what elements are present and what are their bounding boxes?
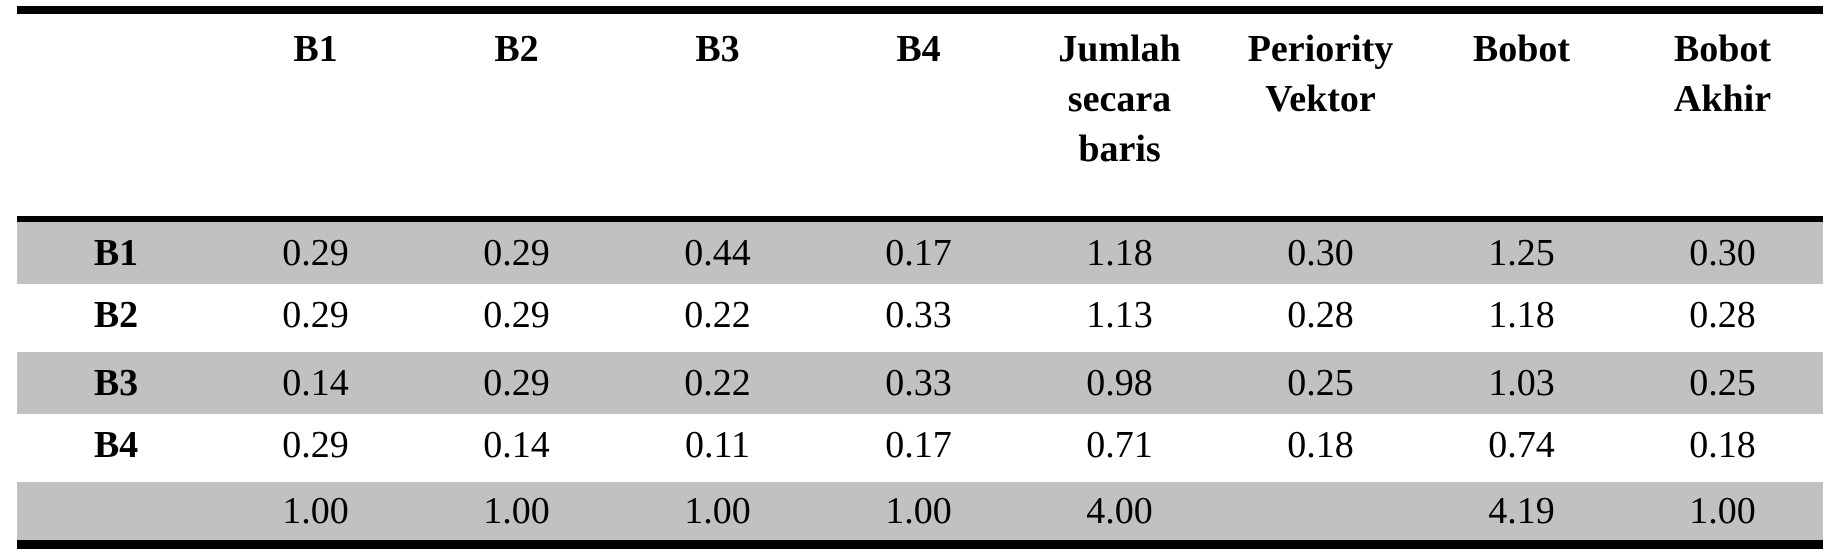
value-cell: 0.17 [885,424,952,467]
row-header: B3 [17,346,215,414]
value-cell: 1.00 [1622,476,1823,544]
header-row: B1 B2 B3 B4 Jumlah secara baris Periority Vek… [17,10,1823,222]
table-row: B3 0.14 0.29 0.22 0.33 0.98 0.25 1.03 0.25 [17,346,1823,414]
value-cell: 0.30 [1287,232,1354,274]
value-cell: 0.30 [1689,232,1756,274]
value-cell: 0.14 [215,346,416,414]
value-cell: 0.44 [684,232,751,274]
value-cell: 1.00 [416,476,617,544]
row-header: B2 [93,294,139,337]
value-cell: 1.00 [818,476,1019,544]
row-header: B4 [93,424,139,467]
corner-header-cell [17,10,215,222]
value-cell: 1.00 [617,476,818,544]
column-header: Bobot Akhir [1622,10,1823,222]
column-header: Jumlah secara baris [1019,10,1220,222]
ahp-weights-table: B1 B2 B3 B4 Jumlah secara baris Periority Vek… [17,6,1823,549]
table-row: B4 0.29 0.14 0.11 0.17 0.71 0.18 0.74 0.18 [17,414,1823,479]
value-cell [1220,476,1421,544]
column-header: B4 [818,10,1019,222]
value-cell: 1.00 [215,476,416,544]
value-cell: 0.18 [1689,424,1756,467]
value-cell: 1.18 [1488,294,1555,337]
value-cell: 1.03 [1421,346,1622,414]
value-cell: 0.25 [1220,346,1421,414]
value-cell: 0.33 [818,346,1019,414]
value-cell: 1.25 [1488,232,1555,274]
value-cell: 0.11 [684,424,751,467]
column-header: B1 [215,10,416,222]
value-cell: 0.22 [684,294,751,337]
value-cell: 1.18 [1086,232,1153,274]
value-cell: 0.17 [885,232,952,274]
value-cell: 0.33 [885,294,952,337]
row-header: B1 [93,232,139,274]
value-cell: 0.29 [282,294,349,337]
value-cell: 0.22 [617,346,818,414]
value-cell: 0.29 [416,346,617,414]
table-row: B2 0.29 0.29 0.22 0.33 1.13 0.28 1.18 0.28 [17,284,1823,349]
value-cell: 0.18 [1287,424,1354,467]
column-header: Bobot [1421,10,1622,222]
column-header: B2 [416,10,617,222]
value-cell: 1.13 [1086,294,1153,337]
table-body: B1 0.29 0.29 0.44 0.17 1.18 0.30 1.25 0.30 B2 0.29… [17,219,1823,544]
column-header: B3 [617,10,818,222]
table-row: B1 0.29 0.29 0.44 0.17 1.18 0.30 1.25 0.30 [17,219,1823,284]
value-cell: 0.28 [1689,294,1756,337]
value-cell: 0.29 [483,294,550,337]
value-cell: 0.25 [1622,346,1823,414]
value-cell: 0.14 [483,424,550,467]
table-header: B1 B2 B3 B4 Jumlah secara baris Periority Vek… [17,10,1823,222]
value-cell: 0.28 [1287,294,1354,337]
value-cell: 0.74 [1488,424,1555,467]
column-header: Periority Vektor [1220,10,1421,222]
value-cell: 0.98 [1019,346,1220,414]
value-cell: 0.29 [483,232,550,274]
value-cell: 0.71 [1086,424,1153,467]
value-cell: 0.29 [282,232,349,274]
table-row: 1.00 1.00 1.00 1.00 4.00 4.19 1.00 [17,476,1823,544]
value-cell: 4.00 [1019,476,1220,544]
value-cell: 4.19 [1421,476,1622,544]
row-header [17,476,215,544]
value-cell: 0.29 [282,424,349,467]
